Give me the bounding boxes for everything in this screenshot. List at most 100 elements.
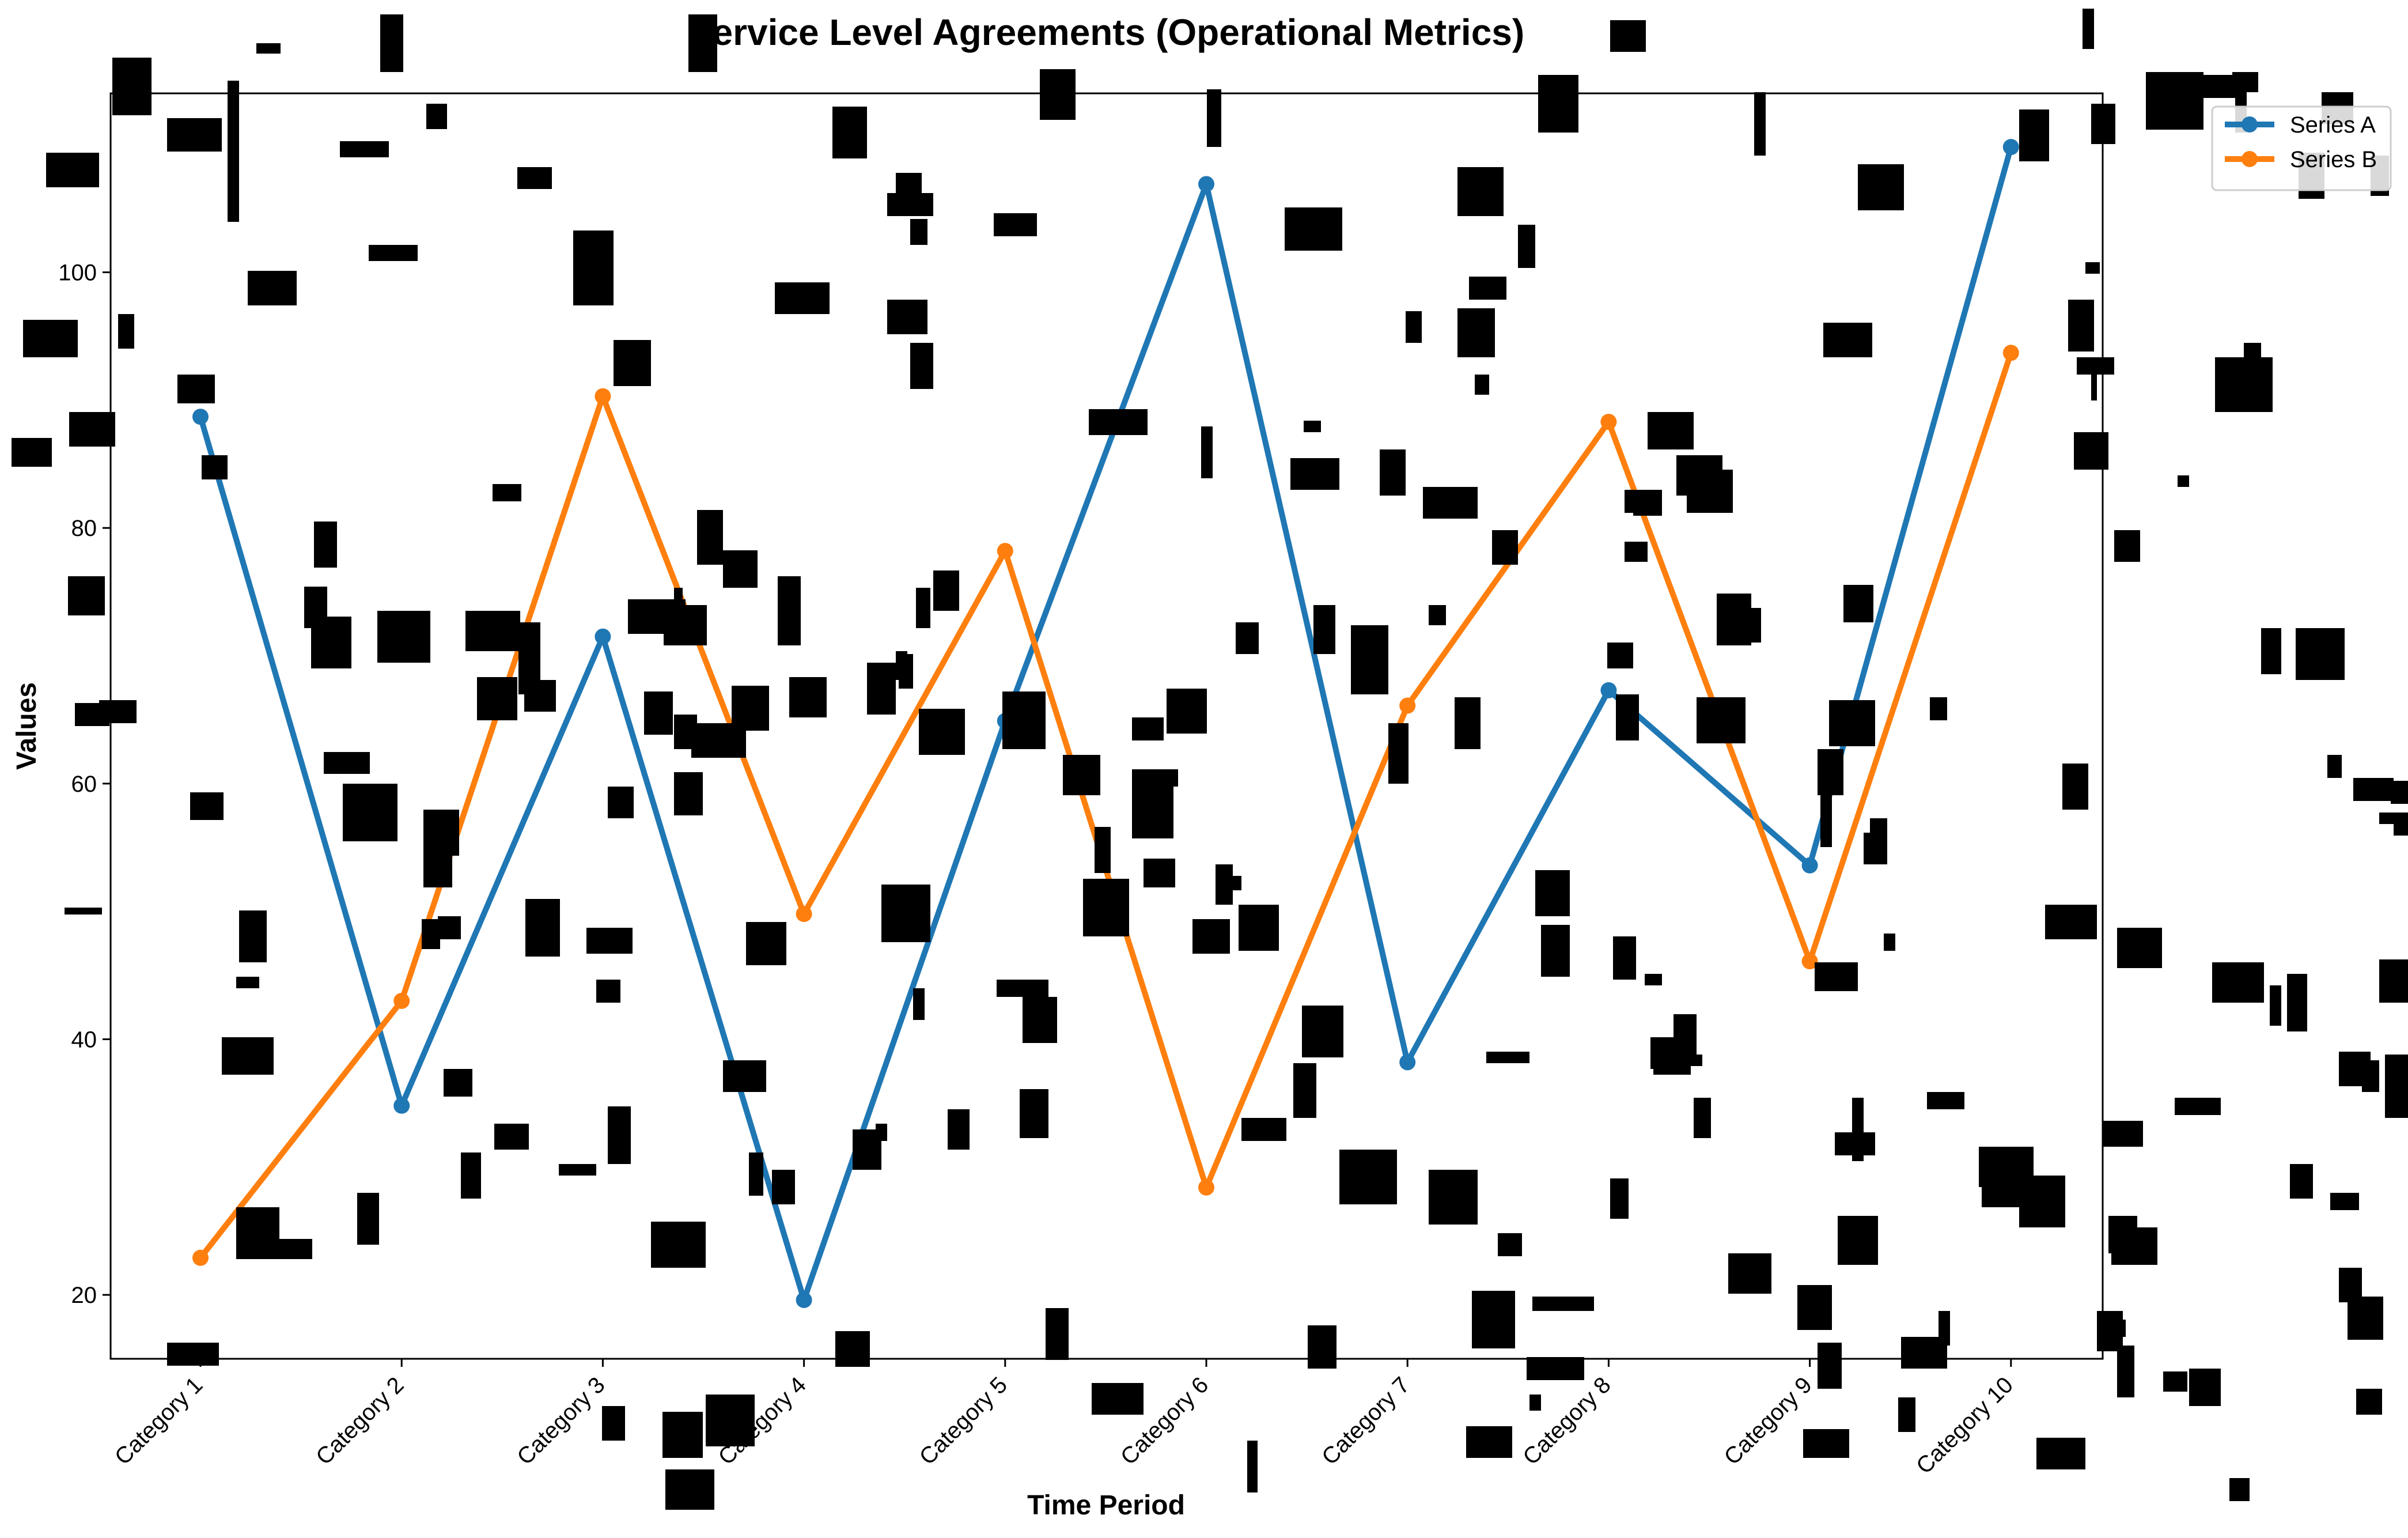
occlusion-block xyxy=(1645,974,1662,985)
occlusion-block xyxy=(2062,764,2088,810)
occlusion-block xyxy=(1872,193,1890,210)
y-axis-label: Values xyxy=(12,682,42,770)
occlusion-block xyxy=(2111,1227,2157,1265)
occlusion-block xyxy=(1290,458,1339,490)
occlusion-block xyxy=(1610,20,1646,52)
occlusion-block xyxy=(1095,827,1111,873)
occlusion-block xyxy=(664,605,707,645)
occlusion-block xyxy=(23,320,78,357)
occlusion-block xyxy=(1144,859,1175,887)
data-point xyxy=(1399,1054,1416,1071)
occlusion-block xyxy=(867,663,896,715)
occlusion-block xyxy=(1339,1150,1397,1204)
occlusion-block xyxy=(2290,1164,2313,1199)
occlusion-block xyxy=(887,300,927,334)
occlusion-block xyxy=(1927,1092,1964,1109)
occlusion-block xyxy=(778,576,801,645)
occlusion-block xyxy=(723,550,758,588)
occlusion-block xyxy=(913,988,925,1020)
occlusion-block xyxy=(1132,717,1164,740)
occlusion-block xyxy=(2175,1098,2221,1115)
occlusion-block xyxy=(2296,628,2345,680)
data-point xyxy=(192,1249,209,1266)
data-point xyxy=(1600,682,1617,698)
occlusion-block xyxy=(1852,1098,1864,1161)
legend-marker xyxy=(2242,151,2258,167)
occlusion-block xyxy=(1633,490,1662,516)
occlusion-block xyxy=(1754,92,1766,156)
occlusion-block xyxy=(248,271,297,305)
occlusion-block xyxy=(2391,781,2408,804)
occlusion-block xyxy=(1728,1253,1771,1294)
occlusion-block xyxy=(1823,323,1872,357)
occlusion-block xyxy=(357,1193,379,1245)
occlusion-block xyxy=(369,245,418,261)
occlusion-block xyxy=(1472,1291,1515,1348)
occlusion-block xyxy=(99,700,137,723)
occlusion-block xyxy=(1304,421,1321,432)
data-point xyxy=(595,628,611,645)
occlusion-block xyxy=(1063,755,1100,795)
occlusion-block xyxy=(422,919,440,949)
occlusion-block xyxy=(494,1124,529,1150)
data-point xyxy=(192,409,209,425)
occlusion-block xyxy=(2114,530,2140,562)
occlusion-block xyxy=(311,617,351,668)
occlusion-block xyxy=(2178,475,2189,487)
series-a xyxy=(192,139,2019,1308)
occlusion-block xyxy=(1838,1216,1878,1265)
occlusion-block xyxy=(1803,1429,1849,1458)
occlusion-block xyxy=(477,677,517,720)
occlusion-block xyxy=(674,772,703,815)
legend-label: Series B xyxy=(2290,147,2377,172)
occlusion-block xyxy=(1302,1006,1343,1057)
occlusion-block xyxy=(2379,959,2408,1003)
legend: Series A Series B xyxy=(2211,105,2392,191)
occlusion-block xyxy=(1167,689,1207,734)
occlusion-block xyxy=(775,282,830,314)
occlusion-block xyxy=(2261,628,2281,674)
occlusion-block xyxy=(444,1069,472,1097)
occlusion-block xyxy=(222,1037,274,1075)
occlusion-block xyxy=(688,14,717,72)
occlusion-block xyxy=(2117,928,2162,968)
occlusion-block xyxy=(789,677,827,717)
data-point xyxy=(393,1097,410,1114)
occlusion-block xyxy=(1694,1098,1711,1138)
occlusion-block xyxy=(1818,1343,1842,1389)
occlusion-block xyxy=(1475,375,1489,395)
occlusion-blocks xyxy=(12,9,2408,1510)
occlusion-block xyxy=(706,1395,755,1446)
occlusion-block xyxy=(2356,1389,2382,1415)
x-tick-label: Category 1 xyxy=(110,1372,207,1469)
y-tick-label: 100 xyxy=(58,260,97,286)
occlusion-block xyxy=(524,680,556,712)
occlusion-block xyxy=(377,611,430,663)
occlusion-block xyxy=(1308,1325,1336,1369)
occlusion-block xyxy=(596,980,620,1003)
occlusion-block xyxy=(832,107,867,158)
occlusion-block xyxy=(1820,784,1832,847)
occlusion-block xyxy=(1518,225,1535,268)
occlusion-block xyxy=(1388,723,1409,784)
occlusion-block xyxy=(12,438,52,467)
occlusion-block xyxy=(674,588,683,617)
occlusion-block xyxy=(994,213,1037,236)
occlusion-block xyxy=(2068,300,2094,352)
x-tick-label: Category 7 xyxy=(1317,1372,1414,1469)
occlusion-block xyxy=(2385,1055,2408,1118)
occlusion-block xyxy=(651,1222,706,1268)
occlusion-block xyxy=(1613,936,1636,980)
occlusion-block xyxy=(2212,962,2264,1003)
occlusion-block xyxy=(239,910,267,962)
occlusion-block xyxy=(772,1170,795,1204)
data-point xyxy=(1600,414,1617,430)
data-point xyxy=(997,543,1013,560)
occlusion-block xyxy=(997,980,1048,997)
occlusion-block xyxy=(438,916,461,939)
legend-item: Series A xyxy=(2225,112,2376,138)
x-tick-label: Category 8 xyxy=(1518,1372,1615,1469)
occlusion-block xyxy=(586,928,633,954)
occlusion-block xyxy=(340,141,389,157)
occlusion-block xyxy=(517,167,552,189)
